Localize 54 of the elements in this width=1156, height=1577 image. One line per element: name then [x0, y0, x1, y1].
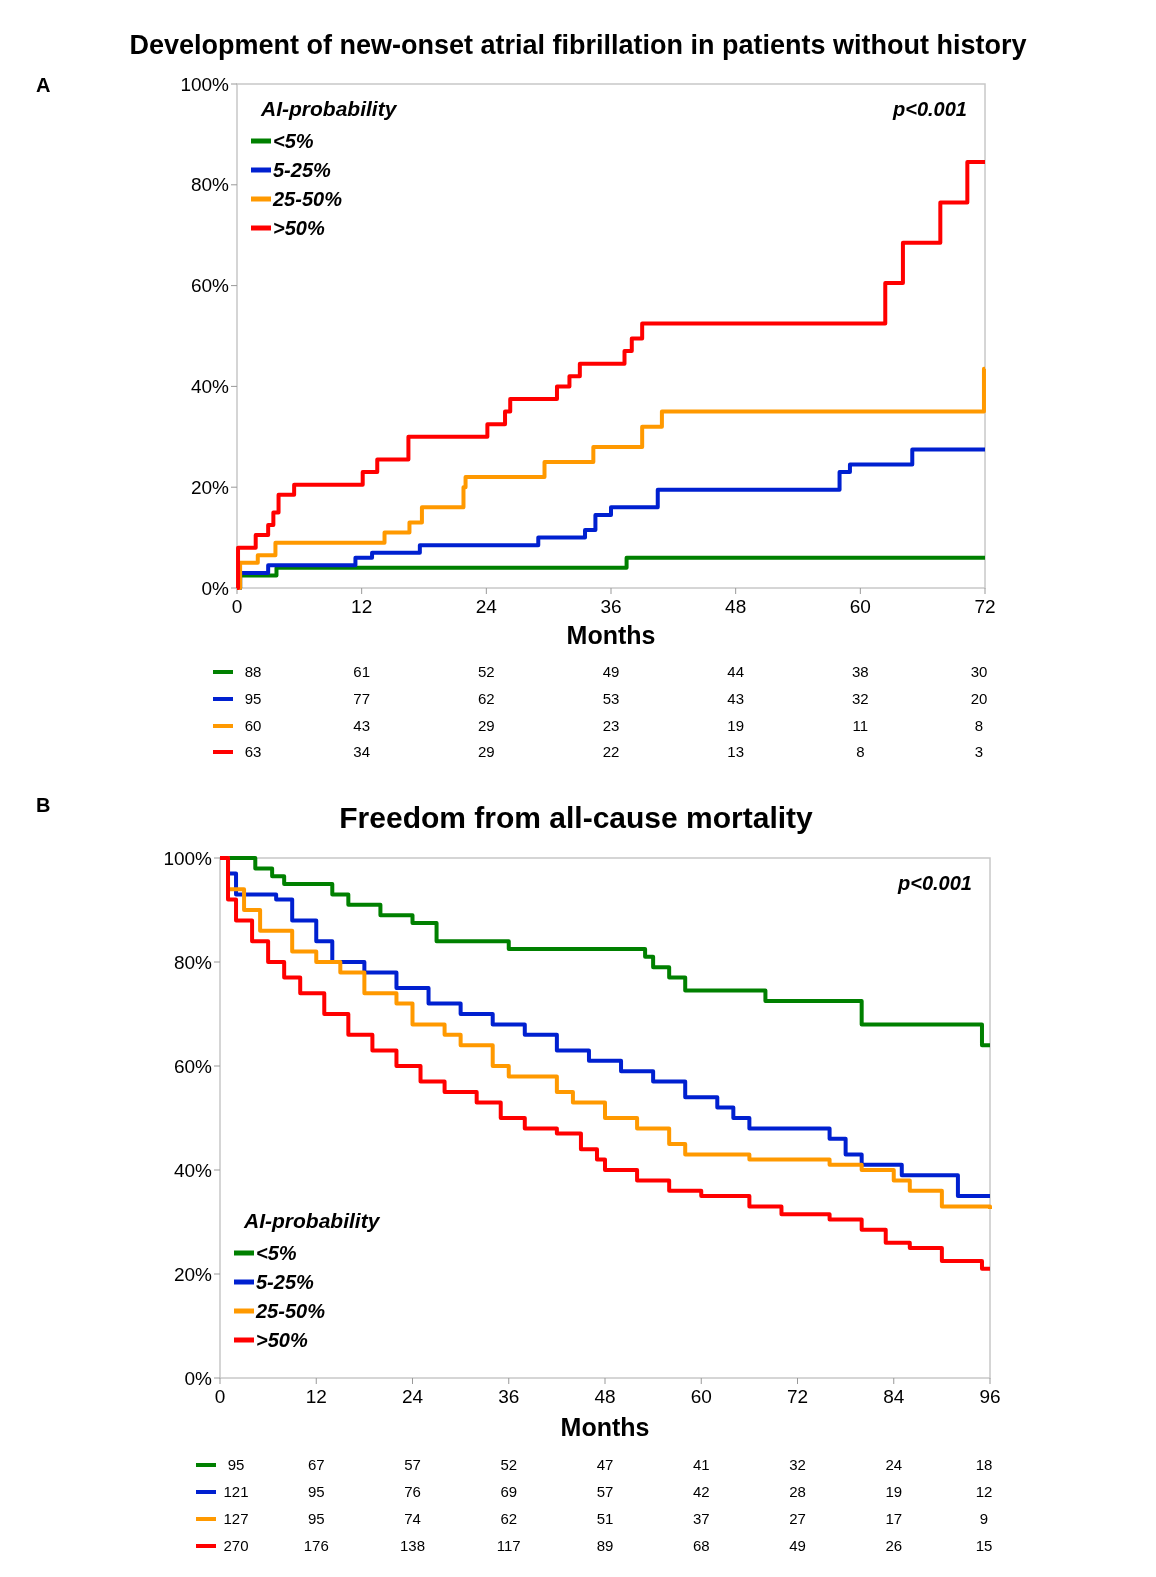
x-tick-label: 12: [305, 1386, 327, 1407]
y-tick-label: 0%: [184, 1367, 213, 1389]
x-tick-label: 72: [974, 596, 996, 617]
x-tick-label: 72: [786, 1386, 809, 1407]
x-tick-label: 0: [214, 1386, 226, 1407]
x-tick-label: 96: [979, 1386, 1001, 1407]
y-tick-label: 40%: [173, 1159, 213, 1181]
y-tick-label: 0%: [201, 577, 230, 599]
y-tick-label: 60%: [190, 275, 230, 297]
chart-title: Development of new-onset atrial fibrillation in patients without history: [129, 30, 1027, 60]
text: 60 43 29 23 19 11 8: [244, 717, 984, 735]
chart-title: Freedom from all-cause mortality: [339, 801, 814, 834]
text: B: [36, 794, 51, 816]
y-tick-label: 20%: [190, 476, 230, 498]
y-tick-label: 40%: [190, 376, 230, 398]
x-axis-title: Months: [566, 621, 656, 649]
text: 127 95 74 62 51 37 27 17 9: [223, 1510, 989, 1528]
text: 95 67 57 52 47 41 32 24 18: [227, 1456, 993, 1474]
x-tick-label: 48: [725, 596, 747, 617]
legend-label: >50%: [273, 217, 325, 239]
y-tick-label: 80%: [190, 174, 230, 196]
legend-title: AI-probability: [260, 97, 398, 120]
y-tick-label: 20%: [173, 1263, 213, 1285]
y-tick-label: 100%: [163, 847, 213, 869]
x-axis-title: Months: [560, 1413, 650, 1441]
x-tick-label: 0: [231, 596, 243, 617]
text: A: [36, 74, 51, 96]
annotation: p<0.001: [892, 98, 967, 120]
legend-label: >50%: [256, 1329, 308, 1351]
y-tick-label: 80%: [173, 951, 213, 973]
text: 121 95 76 69 57 42 28 19 12: [223, 1483, 993, 1501]
legend-label: 5-25%: [256, 1271, 315, 1293]
legend-label: 25-50%: [272, 188, 343, 210]
text: 88 61 52 49 44 38 30: [244, 663, 988, 681]
legend-label: <5%: [273, 130, 314, 152]
x-tick-label: 60: [849, 596, 871, 617]
legend-label: 25-50%: [255, 1300, 326, 1322]
x-tick-label: 36: [498, 1386, 520, 1407]
legend-label: 5-25%: [273, 159, 332, 181]
x-tick-label: 84: [883, 1386, 905, 1407]
x-tick-label: 12: [351, 596, 373, 617]
x-tick-label: 24: [401, 1386, 424, 1407]
annotation: p<0.001: [897, 872, 972, 894]
y-tick-label: 60%: [173, 1055, 213, 1077]
text: 270 176 138 117 89 68 49 26 15: [223, 1537, 993, 1555]
text: 95 77 62 53 43 32 20: [244, 690, 988, 708]
x-tick-label: 36: [600, 596, 622, 617]
x-tick-label: 48: [594, 1386, 616, 1407]
y-tick-label: 100%: [180, 73, 230, 95]
x-tick-label: 60: [690, 1386, 712, 1407]
legend-title: AI-probability: [243, 1209, 381, 1232]
x-tick-label: 24: [475, 596, 498, 617]
legend-label: <5%: [256, 1242, 297, 1264]
text: 63 34 29 22 13 8 3: [244, 743, 984, 761]
